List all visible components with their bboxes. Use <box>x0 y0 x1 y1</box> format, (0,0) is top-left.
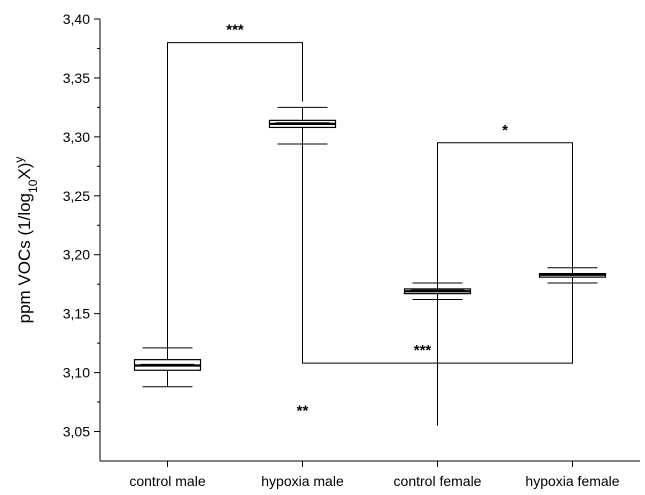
y-axis-label: ppm VOCs (1/log10X)y <box>12 157 40 324</box>
significance-bracket: * <box>437 122 573 284</box>
significance-label: *** <box>414 342 432 359</box>
y-axis-ticks: 3,05 3,10 3,15 3,20 3,25 3,30 3,35 3,40 <box>63 11 100 440</box>
significance-brackets: ********* <box>167 22 573 419</box>
y-axis-label-superscript: y <box>12 157 26 163</box>
bracket-line <box>302 143 573 364</box>
box-hypoxia-female <box>538 267 607 284</box>
x-tick-label: hypoxia female <box>525 473 619 489</box>
box-control-male <box>133 347 202 388</box>
axes <box>99 19 640 462</box>
x-tick-label: hypoxia male <box>261 473 344 489</box>
boxes <box>133 106 607 426</box>
significance-label: *** <box>226 22 244 39</box>
y-tick-label: 3,15 <box>63 306 90 322</box>
y-tick-label: 3,35 <box>63 70 90 86</box>
significance-annotation: ** <box>297 402 309 419</box>
bracket-line <box>437 142 573 284</box>
y-tick-label: 3,20 <box>63 247 90 263</box>
y-tick-label: 3,25 <box>63 188 90 204</box>
y-tick-label: 3,30 <box>63 129 90 145</box>
significance-bracket: *** <box>302 143 573 364</box>
box-hypoxia-male <box>268 106 337 145</box>
y-tick-label: 3,05 <box>63 424 90 440</box>
x-tick-label: control male <box>129 473 205 489</box>
y-tick-label: 3,10 <box>63 365 90 381</box>
y-axis-label-tail: X) <box>15 163 34 180</box>
significance-label: * <box>502 122 508 139</box>
y-axis-label-main: ppm VOCs (1/log <box>15 193 34 323</box>
x-axis-labels: control male hypoxia male control female hy… <box>129 461 620 489</box>
box-control-female <box>403 282 472 301</box>
y-axis-label-subscript: 10 <box>26 179 40 193</box>
x-tick-label: control female <box>394 473 482 489</box>
bracket-line <box>167 42 303 350</box>
significance-bracket: *** <box>167 22 303 350</box>
y-tick-label: 3,40 <box>63 11 90 27</box>
